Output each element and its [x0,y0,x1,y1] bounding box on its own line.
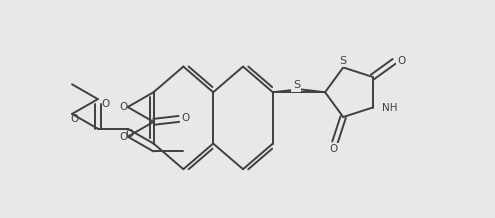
Text: O: O [70,114,78,124]
Text: S: S [293,80,300,90]
Text: O: O [330,144,338,154]
Text: O: O [101,99,110,109]
Text: O: O [182,113,190,123]
Text: O: O [120,102,128,112]
Text: O: O [120,132,128,142]
Text: O: O [397,56,405,66]
Text: O: O [126,129,134,139]
Text: NH: NH [383,102,398,112]
Text: S: S [340,56,347,66]
